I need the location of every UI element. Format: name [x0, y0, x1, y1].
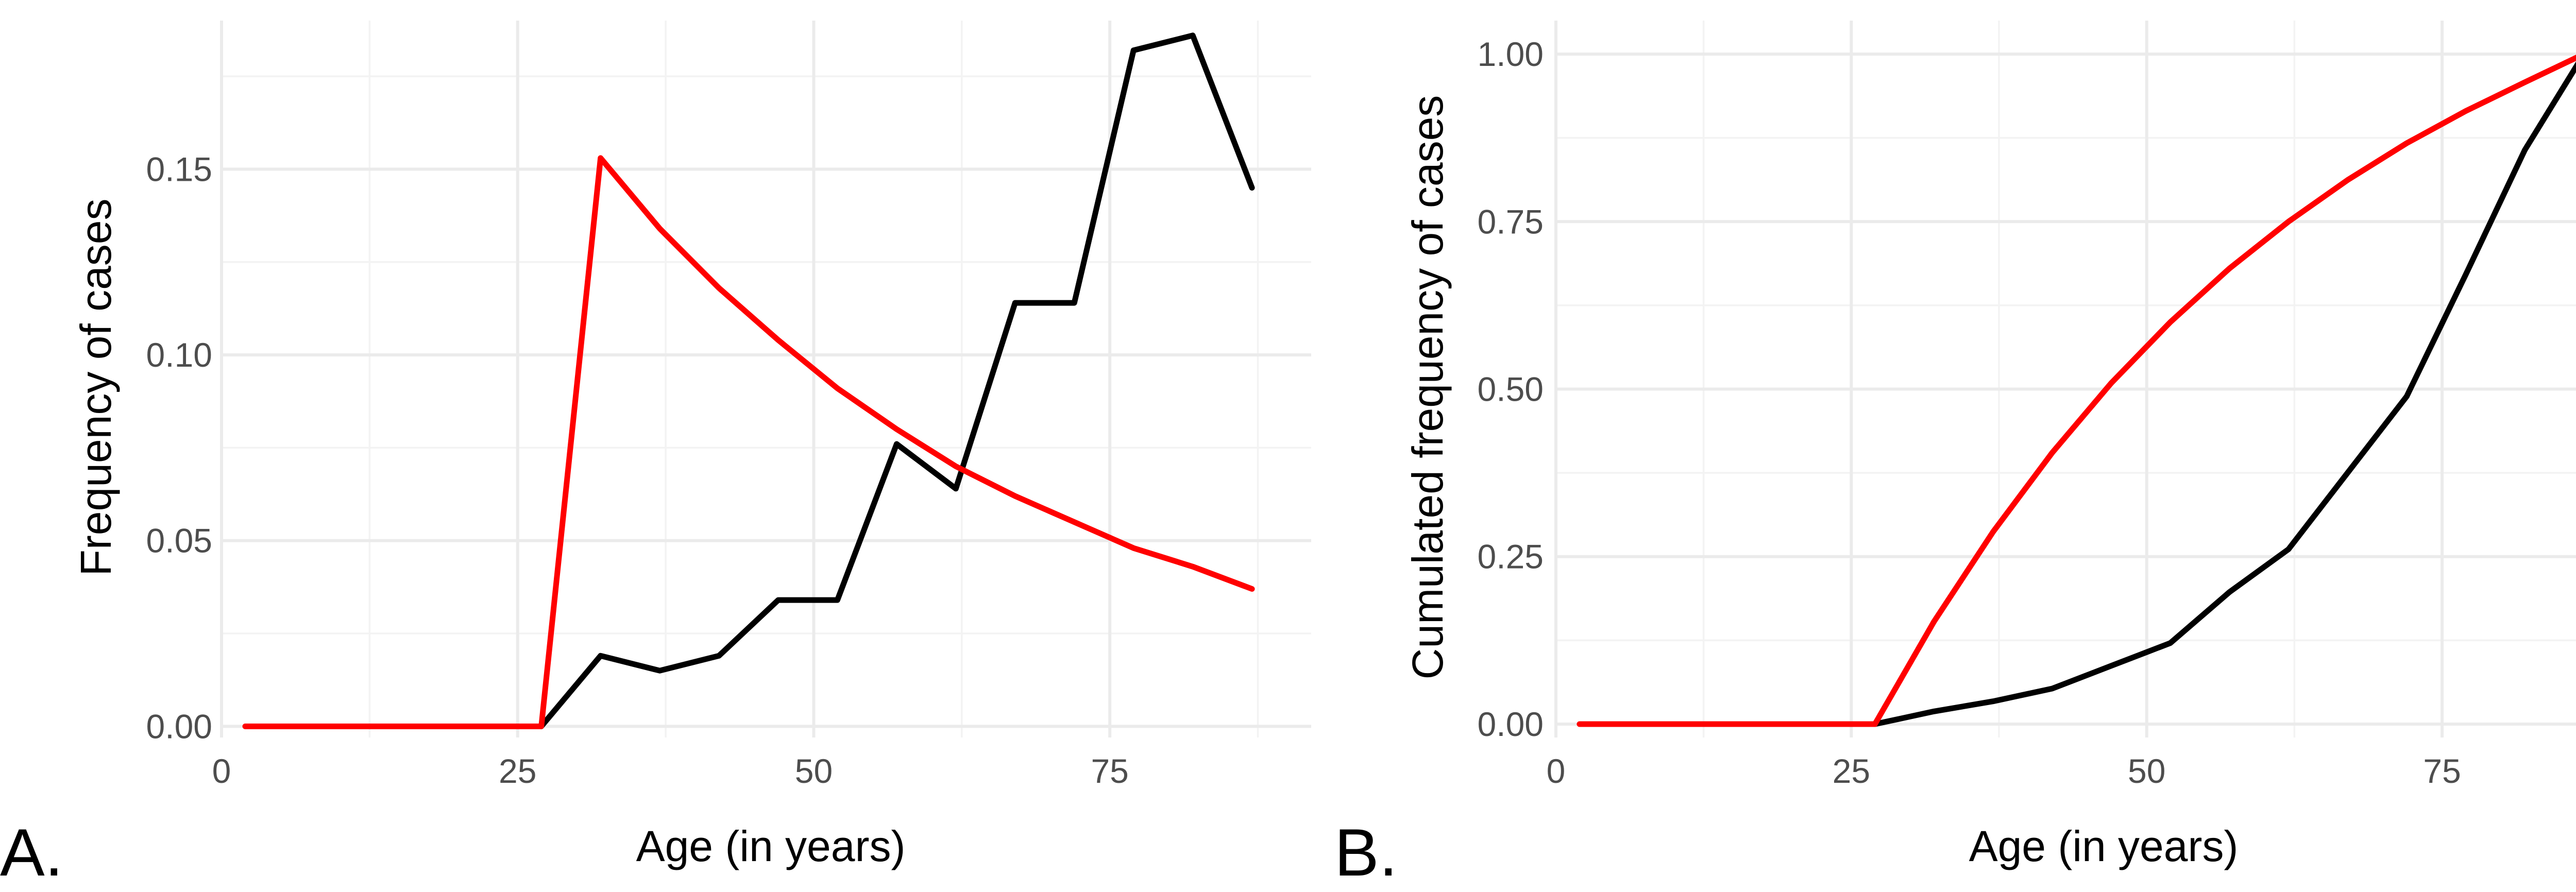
panel-b-x-tick-labels: 0 25 50 75 — [1547, 752, 2461, 790]
red-series-line — [242, 155, 1255, 729]
y-tick-label: 0.10 — [146, 336, 212, 374]
y-tick-label: 0.15 — [146, 150, 212, 188]
panel-a-y-axis-title: Frequency of cases — [72, 198, 120, 576]
panel-a-label: A. — [0, 815, 63, 890]
black-series-line — [1872, 61, 2576, 727]
panel-b-series-group — [1577, 55, 2576, 727]
panel-b-x-axis-title: Age (in years) — [1969, 822, 2239, 870]
y-tick-label: 0.75 — [1478, 202, 1544, 241]
x-tick-label: 25 — [1833, 752, 1870, 790]
panel-b-gridlines — [1554, 21, 2576, 737]
y-tick-label: 1.00 — [1478, 35, 1544, 73]
x-tick-label: 0 — [1547, 752, 1566, 790]
red-series-line — [1577, 55, 2576, 727]
x-tick-label: 75 — [1091, 752, 1128, 790]
panel-b-label: B. — [1334, 815, 1398, 890]
y-tick-label: 0.00 — [1478, 705, 1544, 743]
y-tick-label: 0.50 — [1478, 370, 1544, 408]
x-tick-label: 25 — [499, 752, 536, 790]
x-tick-label: 50 — [795, 752, 833, 790]
y-tick-label: 0.00 — [146, 707, 212, 745]
y-tick-label: 0.25 — [1478, 538, 1544, 576]
x-tick-label: 75 — [2423, 752, 2461, 790]
panel-a-y-tick-labels: 0.00 0.05 0.10 0.15 — [146, 150, 212, 745]
x-tick-label: 50 — [2128, 752, 2165, 790]
panel-a-x-tick-labels: 0 25 50 75 — [212, 752, 1129, 790]
panel-b-y-axis-title: Cumulated frequency of cases — [1403, 95, 1452, 680]
y-tick-label: 0.05 — [146, 522, 212, 560]
panel-b-y-tick-labels: 0.00 0.25 0.50 0.75 1.00 — [1478, 35, 1544, 743]
panel-a-chart: 0 25 50 75 0.000.050.100.15 Age (in years) … — [0, 21, 1311, 890]
panel-a-series-group — [242, 32, 1255, 729]
x-tick-label: 0 — [212, 752, 231, 790]
panel-a-x-axis-title: Age (in years) — [636, 822, 906, 870]
black-series-line — [538, 32, 1255, 729]
panel-b-chart: 0 25 50 75 0.00 0.25 0.50 0.75 1.00 Age (in yea… — [1334, 21, 2576, 890]
